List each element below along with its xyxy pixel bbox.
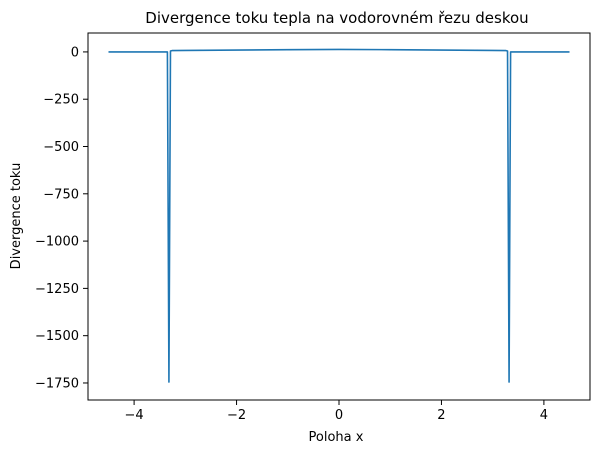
y-tick-label: −1250 (35, 282, 79, 297)
y-tick-label: −750 (43, 187, 79, 202)
data-layer (108, 48, 570, 383)
y-axis-label: Divergence toku (9, 163, 24, 270)
plot-area-frame (87, 32, 591, 401)
y-tick-label: −250 (43, 93, 79, 108)
x-tick-label: 0 (335, 408, 343, 423)
x-tick-label: −2 (227, 408, 246, 423)
series-line-divergence (108, 48, 570, 383)
y-tick-label: 0 (71, 45, 79, 60)
x-axis-label: Poloha x (309, 430, 364, 445)
y-tick-label: −1500 (35, 329, 79, 344)
y-tick-label: −500 (43, 140, 79, 155)
y-tick-label: −1750 (35, 376, 79, 391)
chart-title: Divergence toku tepla na vodorovném řezu… (145, 9, 528, 27)
y-tick-label: −1000 (35, 235, 79, 250)
ticks-layer: −4 −2 0 2 4 0 −250 −500 −750 −1000 −1250 −1500 −1750 (35, 45, 548, 423)
x-tick-label: 2 (437, 408, 445, 423)
x-tick-label: −4 (125, 408, 144, 423)
x-tick-label: 4 (540, 408, 548, 423)
